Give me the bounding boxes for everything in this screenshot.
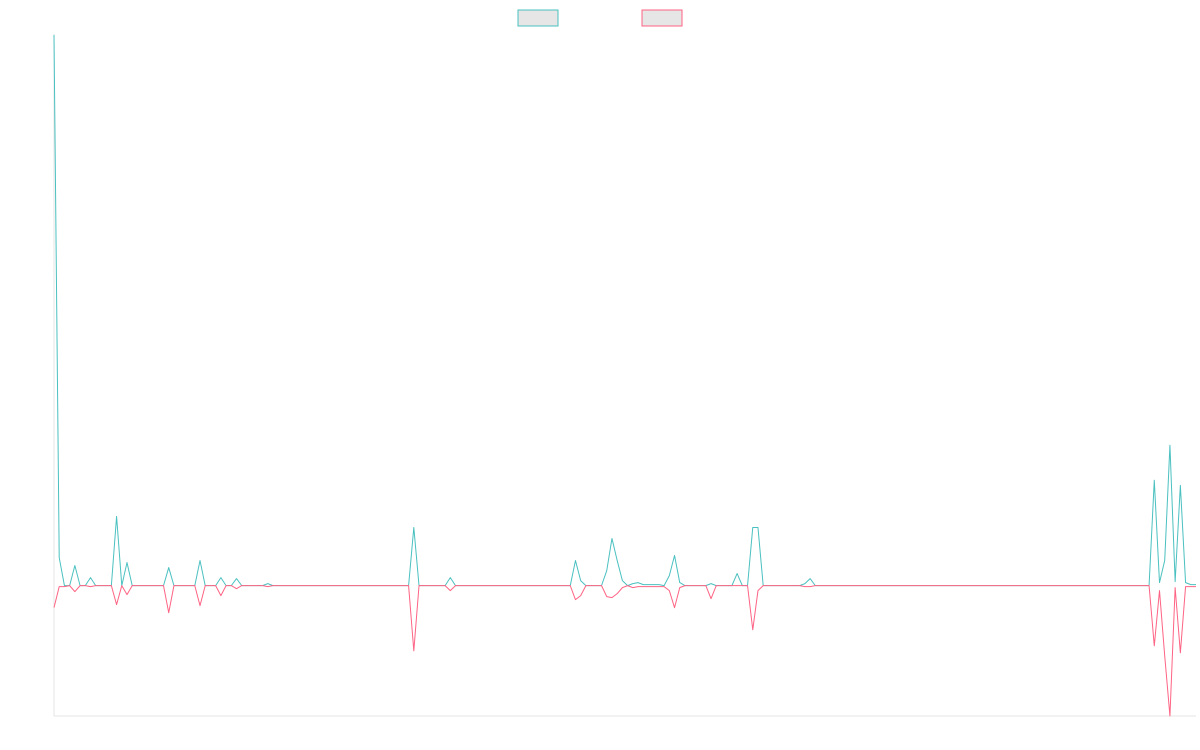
legend [517,9,683,27]
legend-swatch-2[interactable] [641,9,683,27]
axes [53,34,1196,717]
legend-swatch-1[interactable] [517,9,559,27]
series-layer [53,34,1196,717]
series-line-1 [53,34,1196,587]
series-line-2 [53,585,1196,717]
